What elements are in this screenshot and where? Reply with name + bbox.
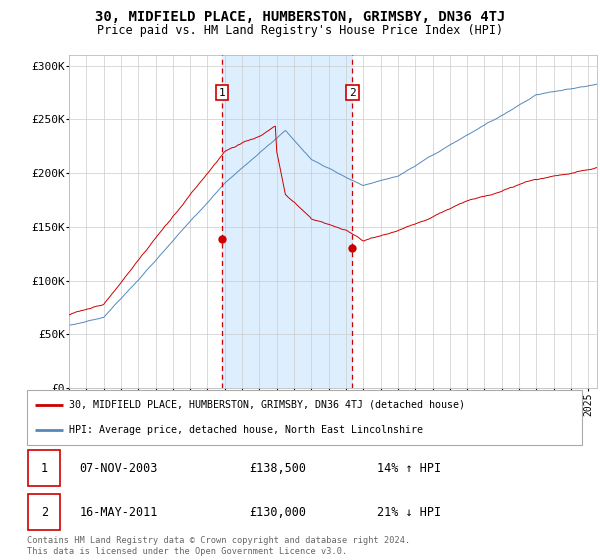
Text: 07-NOV-2003: 07-NOV-2003 — [80, 461, 158, 474]
Text: 2: 2 — [41, 506, 48, 519]
Text: 1: 1 — [41, 461, 48, 474]
Text: £138,500: £138,500 — [249, 461, 306, 474]
Text: Contains HM Land Registry data © Crown copyright and database right 2024.
This d: Contains HM Land Registry data © Crown c… — [27, 536, 410, 556]
Text: 2: 2 — [349, 87, 356, 97]
FancyBboxPatch shape — [28, 494, 61, 530]
Text: Price paid vs. HM Land Registry's House Price Index (HPI): Price paid vs. HM Land Registry's House … — [97, 24, 503, 37]
Text: £130,000: £130,000 — [249, 506, 306, 519]
Text: 16-MAY-2011: 16-MAY-2011 — [80, 506, 158, 519]
Text: 14% ↑ HPI: 14% ↑ HPI — [377, 461, 441, 474]
FancyBboxPatch shape — [27, 390, 582, 445]
FancyBboxPatch shape — [28, 450, 61, 486]
Text: 30, MIDFIELD PLACE, HUMBERSTON, GRIMSBY, DN36 4TJ (detached house): 30, MIDFIELD PLACE, HUMBERSTON, GRIMSBY,… — [68, 400, 464, 410]
Text: 21% ↓ HPI: 21% ↓ HPI — [377, 506, 441, 519]
Text: 1: 1 — [219, 87, 226, 97]
Text: 30, MIDFIELD PLACE, HUMBERSTON, GRIMSBY, DN36 4TJ: 30, MIDFIELD PLACE, HUMBERSTON, GRIMSBY,… — [95, 10, 505, 24]
Text: HPI: Average price, detached house, North East Lincolnshire: HPI: Average price, detached house, Nort… — [68, 425, 422, 435]
Bar — [222, 55, 352, 388]
